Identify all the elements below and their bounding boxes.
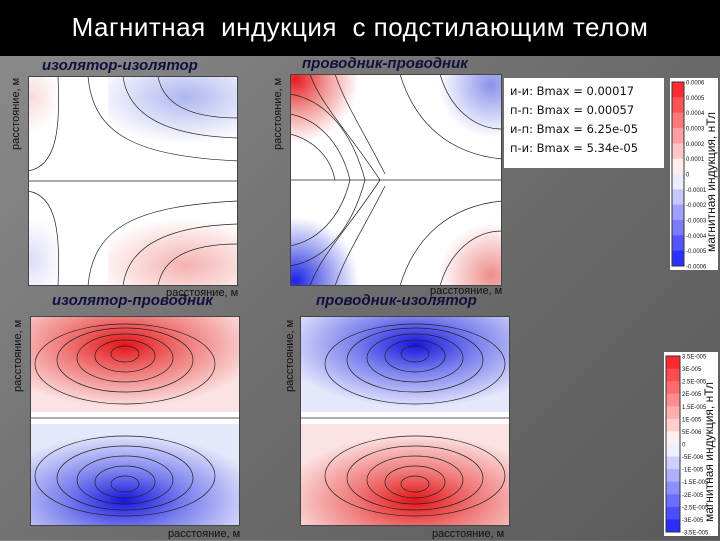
colorbar-top-swatch	[672, 220, 684, 236]
colorbar-bottom-swatch	[666, 481, 680, 495]
colorbar-top-swatch	[672, 235, 684, 252]
colorbar-bottom-swatch	[666, 506, 680, 520]
panel-title-ii: изолятор-изолятор	[42, 57, 198, 74]
colorbar-bottom-swatch	[666, 494, 680, 508]
colorbar-top-swatch	[672, 82, 684, 98]
colorbar-top-swatch	[672, 204, 684, 221]
colorbar-top-swatch	[672, 158, 684, 175]
colorbar-top-tick-label: -0.0006	[686, 265, 707, 271]
colorbar-bottom-swatch	[666, 469, 680, 483]
colorbar-bottom-tick-label: 2E-005	[682, 392, 702, 398]
colorbar-bottom-swatch	[666, 418, 680, 432]
colorbar-bottom-tick-label: 3.5E-005	[682, 355, 707, 361]
colorbar-bottom-swatch	[666, 431, 680, 445]
contour-plot-pp	[290, 74, 502, 286]
colorbar-top-tick-label: 0.0005	[686, 96, 705, 102]
xlabel-pp: расстояние, м	[430, 285, 503, 297]
colorbar-bottom-tick-label: 2.5E-005	[682, 380, 707, 386]
panel-title-pi: проводник-изолятор	[316, 292, 477, 309]
colorbar-top-tick-label: -0.0005	[686, 249, 707, 255]
colorbar-top-swatch	[672, 143, 684, 160]
colorbar-bottom-swatch	[666, 393, 680, 407]
colorbar-top-swatch	[672, 112, 684, 129]
colorbar-bottom-tick-label: -2.5E-005	[682, 505, 709, 511]
contour-plot-pi	[300, 316, 510, 526]
colorbar-top-tick-label: -0.0003	[686, 219, 707, 225]
xlabel-pi: расстояние, м	[432, 528, 505, 540]
panel-title-pp: проводник-проводник	[302, 55, 468, 72]
colorbar-bottom-label: магнитная индукция, нТл	[702, 381, 716, 522]
colorbar-top-label: магнитная индукция, нТл	[704, 111, 718, 252]
colorbar-bottom-swatch	[666, 519, 680, 533]
colorbar-bottom-tick-label: -1E-005	[682, 468, 704, 474]
colorbar-bottom-tick-label: 3E-005	[682, 367, 702, 373]
colorbar-top: 0.0006 0.0005 0.0004 0.0003 0.0002 0.0001 0 -0.…	[670, 78, 718, 271]
ylabel-ii: расстояние, м	[10, 77, 22, 150]
colorbar-top-tick-label: 0.0004	[686, 111, 705, 117]
colorbar-top-tick-label: 0.0003	[686, 127, 705, 133]
ylabel-pp: расстояние, м	[272, 77, 284, 150]
colorbar-bottom-tick-label: -3.5E-005	[682, 531, 709, 537]
colorbar-bottom-swatch	[666, 456, 680, 470]
bmax-info-box: и-и: Bmax = 0.00017 п-п: Bmax = 0.00057 …	[504, 78, 664, 168]
colorbar-top-tick-label: 0.0002	[686, 142, 705, 148]
panel-title-ip: изолятор-проводник	[52, 292, 213, 309]
colorbar-bottom-swatch	[666, 406, 680, 420]
colorbar-bottom-tick-label: 1.5E-005	[682, 405, 707, 411]
colorbar-bottom-swatch	[666, 444, 680, 458]
colorbar-top-swatch	[672, 250, 684, 267]
colorbar-bottom-swatch	[666, 368, 680, 382]
contour-plot-ii	[28, 76, 238, 286]
ylabel-pi: расстояние, м	[284, 319, 296, 392]
slide-title: Магнитная индукция с подстилающим телом	[71, 12, 649, 42]
colorbar-top-tick-label: -0.0001	[686, 188, 707, 194]
colorbar-bottom-tick-label: 1E-005	[682, 417, 702, 423]
colorbar-top-swatch	[672, 97, 684, 114]
colorbar-top-tick-label: 0	[686, 173, 690, 179]
colorbar-bottom: 3.5E-005 3E-005 2.5E-005 2E-005 1.5E-005 1E-0…	[664, 352, 718, 537]
colorbar-bottom-border	[665, 355, 681, 533]
bmax-ii: и-и: Bmax = 0.00017	[510, 84, 635, 98]
colorbar-bottom-tick-label: -1.5E-005	[682, 480, 709, 486]
colorbar-bottom-swatch	[666, 381, 680, 395]
bmax-pp: п-п: Bmax = 0.00057	[510, 103, 635, 117]
ylabel-ip: расстояние, м	[12, 319, 24, 392]
colorbar-top-swatch	[672, 189, 684, 206]
colorbar-top-tick-label: -0.0004	[686, 234, 707, 240]
colorbar-bottom-tick-label: 0	[682, 443, 686, 449]
colorbar-bottom-tick-label: -3E-005	[682, 518, 704, 524]
colorbar-bottom-swatch	[666, 356, 680, 370]
colorbar-top-swatch	[672, 174, 684, 190]
colorbar-bottom-tick-label: 5E-006	[682, 430, 702, 436]
bmax-ip: и-п: Bmax = 6.25e-05	[510, 122, 639, 136]
xlabel-ii: расстояние, м	[166, 287, 239, 299]
colorbar-top-swatch	[672, 128, 684, 144]
colorbar-bottom-tick-label: -2E-005	[682, 493, 704, 499]
colorbar-bottom-tick-label: -5E-006	[682, 455, 704, 461]
colorbar-top-tick-label: 0.0001	[686, 157, 705, 163]
title-bar: Магнитная индукция с подстилающим телом	[0, 0, 720, 56]
colorbar-top-tick-label: 0.0006	[686, 81, 705, 87]
colorbar-top-tick-label: -0.0002	[686, 203, 707, 209]
contour-plot-ip	[30, 316, 240, 526]
colorbar-top-border	[671, 81, 685, 267]
xlabel-ip: расстояние, м	[168, 528, 241, 540]
bmax-pi: п-и: Bmax = 5.34e-05	[510, 141, 639, 155]
